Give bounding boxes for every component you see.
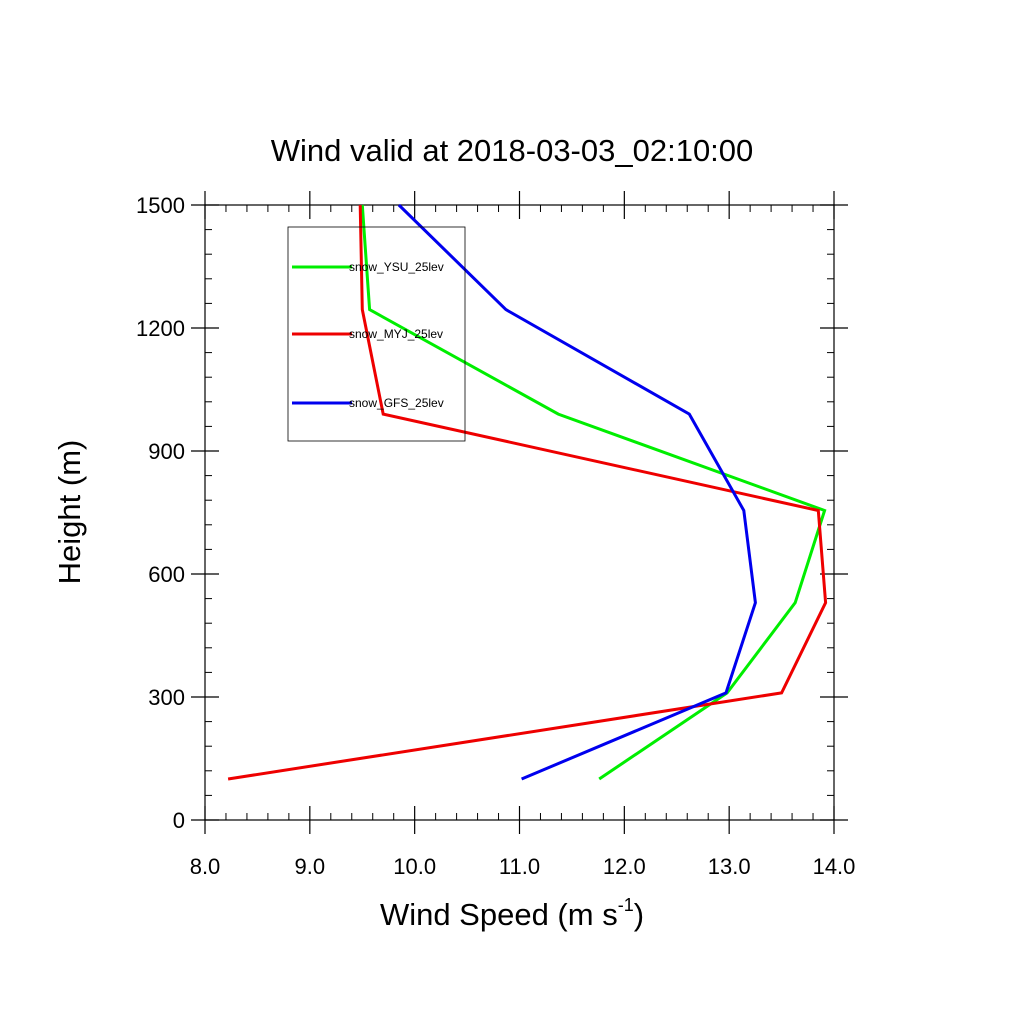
x-tick-label: 12.0 [603,854,646,879]
x-axis-title: Wind Speed (m s-1) [380,895,644,932]
x-axis-title-superscript: -1 [618,895,634,915]
y-tick-label: 900 [148,439,185,464]
legend-entries: snow_YSU_25lev snow_MYJ_25lev snow_GFS_25l… [292,260,444,410]
legend-label: snow_GFS_25lev [349,396,444,410]
series-line-snow_YSU_25lev [360,204,827,781]
legend-label: snow_MYJ_25lev [349,327,443,341]
y-tick-label: 0 [173,808,185,833]
legend-label: snow_YSU_25lev [349,260,444,274]
chart-title: Wind valid at 2018-03-03_02:10:00 [271,133,754,168]
major-ticks [191,191,848,834]
series-lines [227,203,828,781]
y-tick-label: 1200 [136,316,185,341]
x-axis-title-main: Wind Speed (m s [380,897,618,932]
x-tick-label: 9.0 [295,854,326,879]
plot-frame [204,204,835,821]
y-axis-title: Height (m) [52,440,87,585]
series-line-snow_MYJ_25lev [227,204,828,781]
x-tick-label: 8.0 [190,854,221,879]
y-tick-labels: 0 300 600 900 1200 1500 [136,193,185,833]
x-tick-label: 11.0 [499,854,540,879]
x-tick-labels: 8.0 9.0 10.0 11.0 12.0 13.0 14.0 [190,854,856,879]
y-tick-label: 600 [148,562,185,587]
minor-ticks [205,205,834,820]
x-axis-title-suffix: ) [634,897,644,932]
y-tick-label: 1500 [136,193,185,218]
x-tick-label: 14.0 [813,854,856,879]
x-tick-label: 13.0 [708,854,751,879]
y-tick-label: 300 [148,685,185,710]
legend: snow_YSU_25lev snow_MYJ_25lev snow_GFS_25l… [287,226,466,442]
x-tick-label: 10.0 [393,854,436,879]
legend-box [287,226,466,442]
series-line-snow_GFS_25lev [397,203,757,781]
